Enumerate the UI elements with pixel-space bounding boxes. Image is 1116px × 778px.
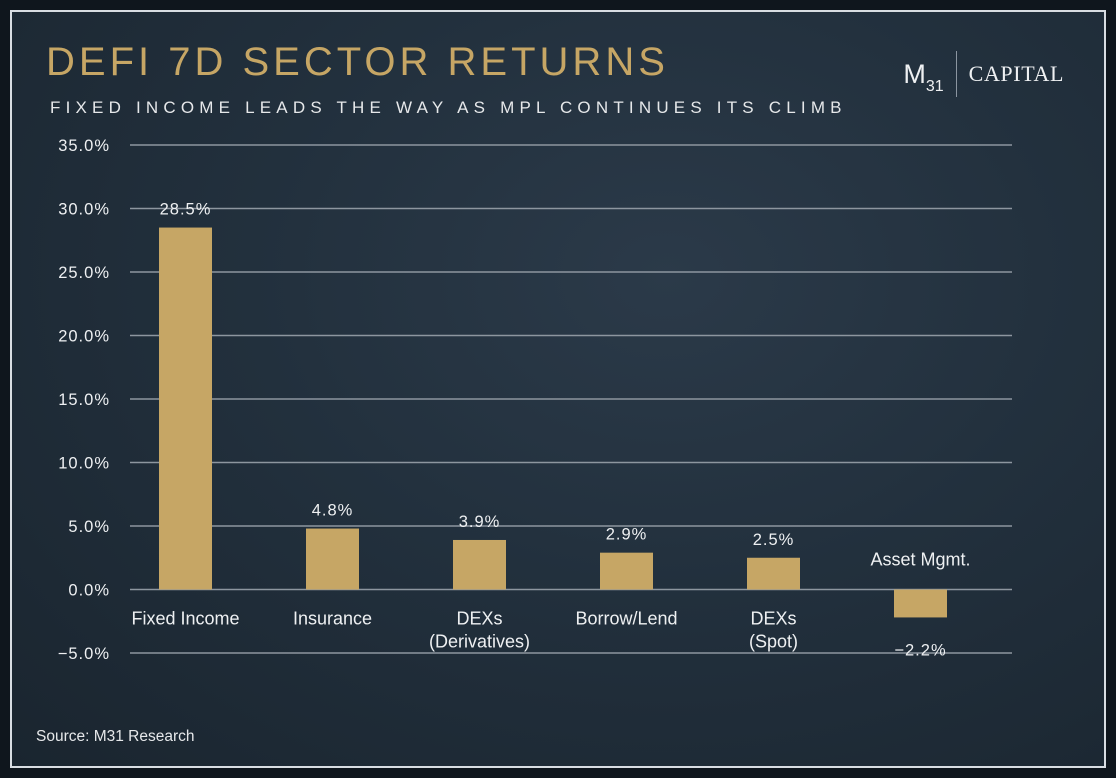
source-note: Source: M31 Research	[36, 728, 195, 745]
bar-chart: 35.0% 30.0% 25.0% 20.0% 15.0% 10.0% 5.0% 0.0% −5…	[58, 137, 1012, 663]
y-tick-label: −5.0%	[58, 645, 110, 663]
chart-subtitle: FIXED INCOME LEADS THE WAY AS MPL CONTIN…	[50, 98, 847, 117]
logo-capital: CAPITAL	[968, 61, 1064, 86]
bar	[453, 539, 506, 590]
bar	[600, 552, 653, 590]
y-tick-label: 10.0%	[58, 455, 110, 473]
bar	[747, 557, 800, 590]
bar	[159, 227, 212, 590]
category-label: Fixed Income	[131, 609, 239, 629]
category-label: DEXs	[750, 609, 796, 629]
y-tick-label: 25.0%	[58, 264, 110, 282]
y-tick-label: 30.0%	[58, 201, 110, 219]
chart-frame: DEFI 7D SECTOR RETURNS FIXED INCOME LEAD…	[10, 10, 1106, 768]
category-label: Borrow/Lend	[575, 609, 677, 629]
bar	[306, 528, 359, 590]
bar	[894, 589, 947, 618]
data-label: 3.9%	[459, 513, 501, 531]
chart-title: DEFI 7D SECTOR RETURNS	[46, 40, 669, 84]
y-tick-label: 20.0%	[58, 328, 110, 346]
y-tick-label: 0.0%	[68, 582, 110, 600]
logo-m: M31	[903, 58, 944, 95]
category-label: Insurance	[293, 609, 372, 629]
data-label: 2.5%	[753, 531, 795, 549]
category-label: Asset Mgmt.	[870, 550, 970, 570]
category-label: DEXs	[456, 609, 502, 629]
data-label: 4.8%	[312, 502, 354, 520]
logo-divider	[955, 51, 957, 97]
y-tick-label: 15.0%	[58, 391, 110, 409]
y-tick-label: 5.0%	[68, 518, 110, 536]
logo-subscript: 31	[925, 77, 944, 95]
y-tick-label: 35.0%	[58, 137, 110, 155]
m31-capital-logo: M31 CAPITAL	[903, 50, 1064, 98]
data-label: −2.2%	[894, 641, 946, 659]
category-label: (Spot)	[749, 632, 798, 652]
category-label: (Derivatives)	[429, 632, 530, 652]
data-label: 2.9%	[606, 526, 648, 544]
data-label: 28.5%	[160, 201, 212, 219]
